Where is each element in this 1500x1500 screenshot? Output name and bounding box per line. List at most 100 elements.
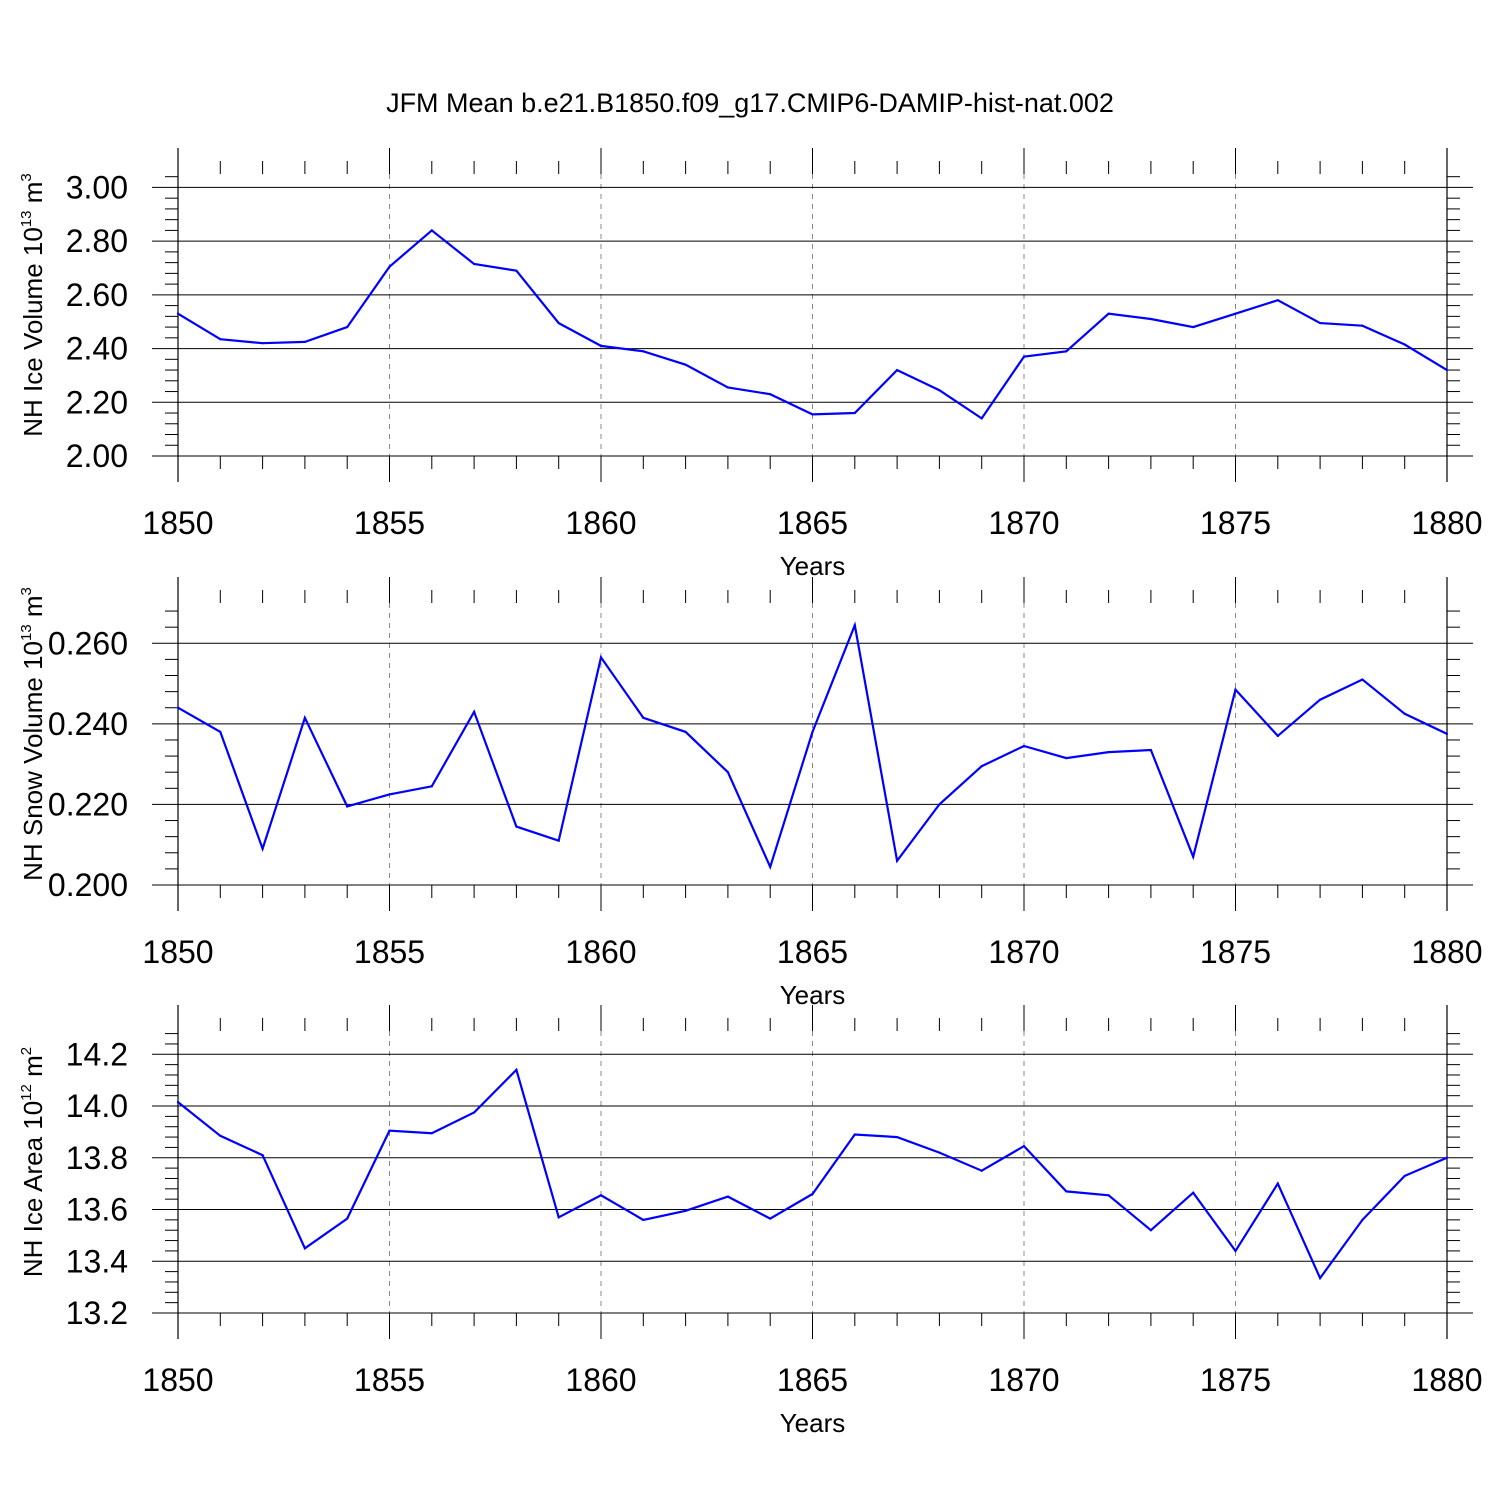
data-point bbox=[1022, 355, 1026, 358]
y-tick-label: 0.200 bbox=[48, 867, 128, 903]
data-point bbox=[1234, 312, 1237, 315]
data-point bbox=[1403, 343, 1406, 346]
y-tick-label: 2.80 bbox=[66, 223, 128, 259]
panels: 2.00 2.20 2.40 2.60 2.80 3.00 1850 1855 1860 1865… bbox=[18, 148, 1483, 1438]
x-tick-label: 1880 bbox=[1411, 1362, 1482, 1398]
data-point bbox=[1445, 368, 1449, 372]
y-tick-label: 3.00 bbox=[66, 169, 128, 205]
data-point bbox=[896, 1135, 899, 1139]
data-point bbox=[980, 417, 983, 420]
y-tick-label: 14.2 bbox=[66, 1036, 128, 1072]
x-tick-label: 1855 bbox=[354, 505, 425, 541]
data-point bbox=[726, 386, 730, 389]
data-point bbox=[896, 859, 899, 862]
data-point bbox=[684, 363, 687, 366]
y-axis-label-text: m bbox=[18, 595, 48, 624]
y-axis-label-superscript: 2 bbox=[18, 1047, 35, 1055]
data-point bbox=[388, 793, 391, 796]
data-point bbox=[642, 716, 645, 719]
y-axis-label-text: m bbox=[18, 182, 48, 211]
data-point bbox=[219, 730, 222, 734]
data-point bbox=[1107, 750, 1110, 754]
chart-panel-3: 13.2 13.4 13.6 13.8 14.0 14.2 1850 1855 1860 1865… bbox=[18, 1005, 1483, 1438]
data-point bbox=[811, 1192, 814, 1196]
data-point bbox=[1445, 1156, 1449, 1159]
data-point bbox=[1149, 1229, 1152, 1232]
data-point bbox=[980, 1169, 983, 1172]
y-axis-label-text: NH Ice Area 10 bbox=[18, 1101, 48, 1277]
y-tick-label: 2.40 bbox=[66, 331, 128, 367]
x-tick-label: 1860 bbox=[565, 505, 636, 541]
y-tick-label: 13.6 bbox=[66, 1192, 128, 1228]
data-point bbox=[599, 1194, 603, 1197]
data-point bbox=[1192, 1191, 1195, 1194]
data-point bbox=[176, 1101, 180, 1104]
x-tick-label: 1865 bbox=[777, 934, 848, 970]
y-axis-label-superscript: 13 bbox=[18, 210, 35, 227]
data-point bbox=[938, 389, 941, 392]
y-axis-label: NH Ice Area 1012 m2 bbox=[18, 1047, 48, 1277]
x-tick-label: 1850 bbox=[142, 1362, 213, 1398]
y-axis-label-superscript: 13 bbox=[18, 624, 35, 641]
data-point bbox=[1022, 1145, 1026, 1148]
x-tick-label: 1870 bbox=[988, 1362, 1059, 1398]
x-tick-label: 1855 bbox=[354, 934, 425, 970]
data-point bbox=[1276, 734, 1279, 738]
y-tick-label: 2.00 bbox=[66, 438, 128, 474]
y-tick-label: 0.260 bbox=[48, 625, 128, 661]
data-point bbox=[346, 1217, 349, 1220]
data-point bbox=[980, 765, 983, 768]
data-point bbox=[853, 1133, 856, 1136]
data-point bbox=[473, 1111, 476, 1114]
x-axis-label: Years bbox=[780, 1408, 846, 1438]
data-point bbox=[388, 1129, 391, 1132]
data-point bbox=[346, 805, 349, 808]
data-point bbox=[1149, 317, 1152, 321]
data-point bbox=[473, 710, 476, 713]
data-point bbox=[430, 1132, 433, 1135]
data-point bbox=[1361, 324, 1364, 327]
data-point bbox=[261, 342, 264, 345]
data-point bbox=[853, 411, 856, 415]
x-tick-label: 1850 bbox=[142, 505, 213, 541]
figure-title: JFM Mean b.e21.B1850.f09_g17.CMIP6-DAMIP… bbox=[386, 88, 1114, 118]
data-point bbox=[388, 265, 391, 268]
x-tick-label: 1880 bbox=[1411, 505, 1482, 541]
chart-panel-2: 0.200 0.220 0.240 0.260 1850 1855 1860 1865 1870… bbox=[18, 577, 1483, 1010]
data-point bbox=[176, 706, 180, 709]
data-point bbox=[1445, 732, 1449, 736]
data-point bbox=[853, 624, 856, 627]
x-tick-label: 1880 bbox=[1411, 934, 1482, 970]
x-tick-label: 1850 bbox=[142, 934, 213, 970]
y-axis-label-text: NH Snow Volume 10 bbox=[18, 641, 48, 881]
y-axis-label: NH Ice Volume 1013 m3 bbox=[18, 173, 48, 436]
data-point bbox=[346, 325, 349, 329]
data-point bbox=[515, 269, 518, 272]
y-tick-label: 14.0 bbox=[66, 1088, 128, 1124]
data-point bbox=[430, 785, 433, 788]
y-axis-label-superscript: 12 bbox=[18, 1084, 35, 1101]
data-point bbox=[769, 865, 772, 868]
data-point bbox=[896, 368, 899, 372]
y-tick-label: 13.2 bbox=[66, 1295, 128, 1331]
x-tick-label: 1875 bbox=[1200, 505, 1271, 541]
y-axis-label-text: m bbox=[18, 1055, 48, 1084]
x-tick-label: 1870 bbox=[988, 505, 1059, 541]
x-tick-label: 1870 bbox=[988, 934, 1059, 970]
data-point bbox=[1361, 678, 1364, 681]
x-tick-label: 1860 bbox=[565, 934, 636, 970]
data-point bbox=[1149, 748, 1152, 752]
data-point bbox=[557, 839, 560, 842]
x-tick-label: 1865 bbox=[777, 505, 848, 541]
data-point bbox=[1065, 1190, 1068, 1193]
data-point bbox=[769, 1217, 772, 1220]
data-point bbox=[1192, 325, 1195, 329]
x-tick-label: 1865 bbox=[777, 1362, 848, 1398]
data-point bbox=[938, 803, 941, 806]
data-point bbox=[1065, 757, 1068, 760]
x-tick-label: 1860 bbox=[565, 1362, 636, 1398]
data-point bbox=[219, 338, 222, 341]
y-tick-label: 0.240 bbox=[48, 706, 128, 742]
data-point bbox=[261, 847, 264, 850]
data-point bbox=[726, 771, 730, 774]
